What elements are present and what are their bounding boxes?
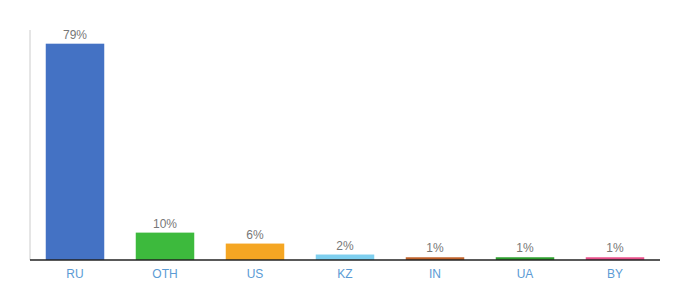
bar [136,233,195,260]
x-tick-label: KZ [337,267,352,281]
data-label: 1% [426,241,444,255]
data-labels: 79% 10% 6% 2% 1% 1% 1% [63,28,624,256]
bar [226,244,285,260]
bars [46,44,645,260]
x-tick-labels: RU OTH US KZ IN UA BY [66,267,623,281]
bar [316,255,375,260]
data-label: 1% [516,241,534,255]
x-tick-label: OTH [152,267,177,281]
bar [46,44,105,260]
x-tick-label: IN [429,267,441,281]
x-tick-label: US [247,267,264,281]
chart-svg: 79% 10% 6% 2% 1% 1% 1% RU OTH US KZ IN UA BY [0,0,680,300]
data-label: 2% [336,239,354,253]
y-axis-line [30,30,31,260]
x-axis-line [30,259,660,261]
data-label: 1% [606,241,624,255]
x-tick-label: BY [607,267,623,281]
data-label: 10% [153,217,177,231]
x-tick-label: UA [517,267,534,281]
data-label: 6% [246,228,264,242]
data-label: 79% [63,28,87,42]
chart-container: 79% 10% 6% 2% 1% 1% 1% RU OTH US KZ IN UA BY [0,0,680,300]
x-tick-label: RU [66,267,83,281]
